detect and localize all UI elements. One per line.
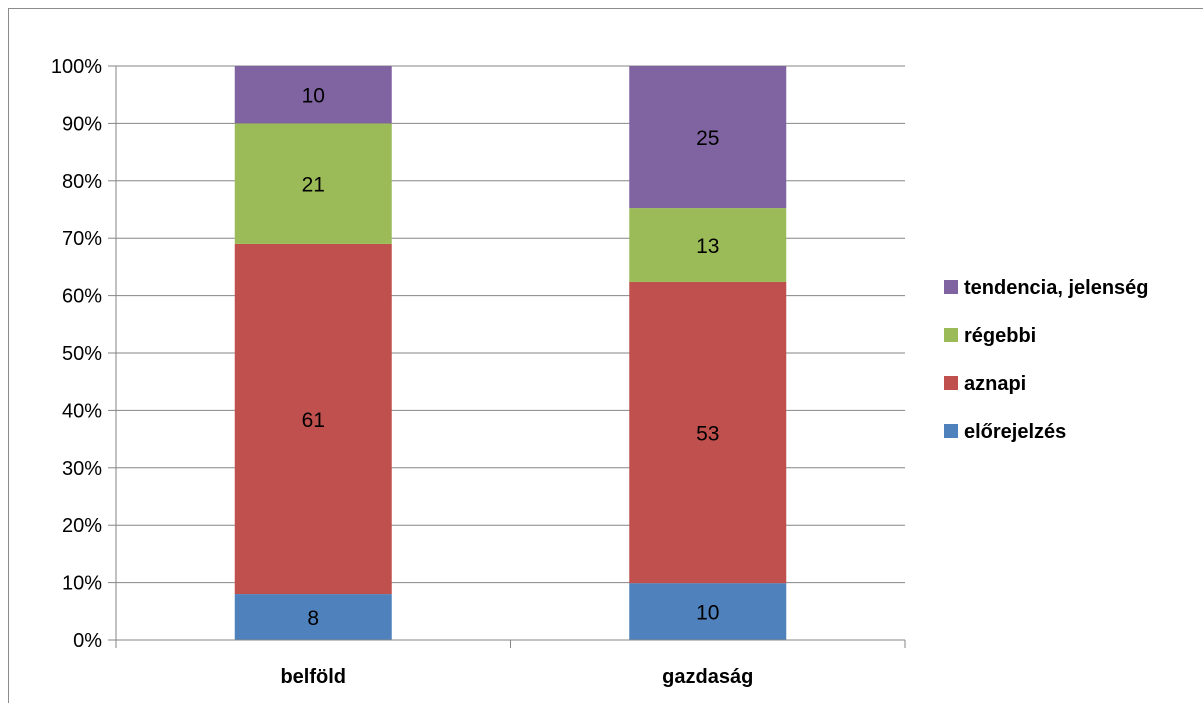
- bar-segment: [234, 66, 392, 124]
- y-tick-label: 20%: [62, 515, 102, 537]
- bar-segment: [234, 123, 392, 244]
- legend-swatch: [944, 280, 958, 294]
- data-label: 25: [696, 127, 719, 150]
- y-tick-label: 70%: [62, 228, 102, 250]
- gridlines: [116, 65, 905, 584]
- data-label: 21: [302, 174, 325, 197]
- y-tick-label: 90%: [62, 113, 102, 135]
- legend-label: régebbi: [964, 325, 1036, 347]
- y-tick-label: 30%: [62, 458, 102, 480]
- bars: 8 61 21 10 10 53 13 25: [234, 66, 787, 640]
- bar-segment: [629, 583, 787, 640]
- legend-label: előrejelzés: [964, 421, 1066, 443]
- x-category-label: gazdaság: [662, 666, 753, 688]
- y-tick-label: 60%: [62, 286, 102, 308]
- data-label: 53: [696, 423, 719, 446]
- data-label: 61: [302, 409, 325, 432]
- y-tick-label: 100%: [51, 56, 102, 78]
- y-tick-label: 40%: [62, 400, 102, 422]
- x-category-label: belföld: [280, 666, 346, 688]
- data-label: 8: [307, 607, 319, 630]
- y-tick-label: 50%: [62, 343, 102, 365]
- y-tick-label: 10%: [62, 573, 102, 595]
- axes: 0% 10% 20% 30% 40% 50% 60% 70% 80% 90% 100% belföld…: [51, 56, 906, 688]
- bar-segment: [629, 281, 787, 584]
- bar-segment: [234, 243, 392, 595]
- legend-label: tendencia, jelenség: [964, 277, 1149, 299]
- legend-swatch: [944, 376, 958, 390]
- bar-segment: [629, 208, 787, 282]
- y-tick-label: 80%: [62, 171, 102, 193]
- bar-segment: [234, 594, 392, 640]
- data-label: 10: [302, 85, 325, 108]
- chart-frame: [8, 8, 1203, 703]
- legend-swatch: [944, 424, 958, 438]
- legend-label: aznapi: [964, 373, 1026, 395]
- legend: tendencia, jelenség régebbi aznapi előrejel…: [944, 277, 1149, 443]
- bar-segment: [629, 66, 787, 209]
- data-label: 10: [696, 602, 719, 625]
- legend-swatch: [944, 328, 958, 342]
- data-label: 13: [696, 235, 719, 258]
- y-tick-label: 0%: [73, 630, 102, 652]
